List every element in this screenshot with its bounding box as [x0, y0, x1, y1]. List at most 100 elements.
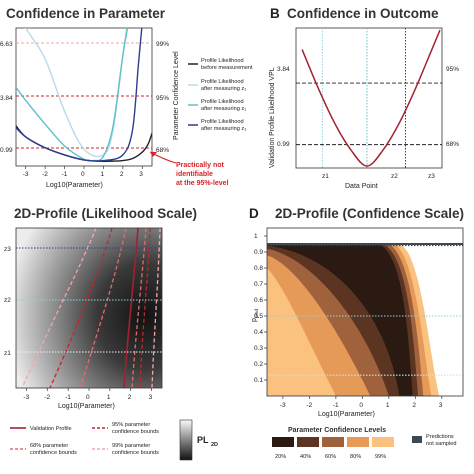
legend-not-sampled-swatch [412, 436, 422, 443]
validation-profile-line [301, 29, 441, 167]
d-ytick-label-7: 0.8 [254, 265, 263, 272]
panel-d-ylabel-sub: pred [254, 308, 259, 318]
colorbar-label: PL [197, 435, 209, 445]
xtick-label-0: -3 [23, 171, 29, 178]
panel-b: B Confidence in Outcome 3.84 0.99 95% 68… [269, 6, 459, 190]
legend-swatch-99 [372, 437, 394, 447]
legend-label-60: 60% [325, 454, 336, 460]
d-ytick-label-9: 1 [254, 233, 258, 240]
panel-a-rtick-68: 68% [156, 147, 169, 154]
99-bound-inner [151, 228, 161, 388]
legend-z1-l1: Profile Likelihood [201, 99, 244, 105]
panel-d-frame [266, 227, 464, 397]
legend-swatch-40 [297, 437, 319, 447]
panel-b-thresholds [296, 28, 442, 168]
95-bound-outer [49, 228, 113, 388]
legend-swatch-60 [322, 437, 344, 447]
legend-68-l1: 68% parameter [30, 443, 68, 449]
annotation-line-2: identifiable [176, 171, 213, 178]
annotation-line-3: at the 95%-level [176, 180, 229, 187]
c-xtick-label-3: 0 [86, 394, 90, 401]
legend-label-99: 99% [375, 454, 386, 460]
legend-before-l2: before measurement [201, 65, 253, 71]
panel-d-areas [267, 228, 463, 396]
xtick-label-3: 0 [81, 171, 85, 178]
c-xtick-label-1: -2 [44, 394, 50, 401]
panel-a-xlabel: Log10(Parameter) [46, 182, 103, 189]
legend-z3-l2: after measuring z₃ [201, 126, 247, 132]
legend-95-l1: 95% parameter [112, 422, 150, 428]
legend-label-80: 80% [350, 454, 361, 460]
legend-z1-l2: after measuring z₁ [201, 106, 246, 112]
panel-a-ytick-6.63: 6.63 [0, 41, 13, 48]
d-ytick-label-0: 0.1 [254, 377, 263, 384]
legend-not-sampled-l1: Predictions [426, 434, 454, 440]
68-bound-outer [79, 228, 127, 388]
legend-99-l2: confidence bounds [112, 450, 159, 456]
legend-label-40: 40% [300, 454, 311, 460]
panel-b-ylabel: Validation Profile Likelihood VPL [269, 67, 276, 168]
legend-swatch-20 [272, 437, 294, 447]
panel-d: D 2D-Profile (Confidence Scale) 0.1 0.2 0.… [249, 206, 464, 460]
panel-c-ytick-z3: z3 [4, 246, 11, 253]
legend-d-title: Parameter Confidence Levels [288, 427, 386, 434]
legend-not-sampled-l2: not sampled [426, 441, 456, 447]
d-ytick-label-8: 0.9 [254, 249, 263, 256]
panel-a-rtick-95: 95% [156, 95, 169, 102]
colorbar-label-sub: 2D [211, 442, 218, 448]
legend-vp: Validation Profile [30, 426, 72, 432]
d-xtick-label-4: 1 [386, 402, 390, 409]
panel-d-ylabel: p [251, 318, 258, 322]
d-ytick-label-5: 0.6 [254, 297, 263, 304]
panel-a: Confidence in Parameter -3 -2 -1 0 1 2 3 6.63 … [0, 6, 253, 189]
d-ytick-label-6: 0.7 [254, 281, 263, 288]
panel-d-xticks: -3 -2 -1 0 1 2 3 [280, 396, 443, 409]
series-line-1 [24, 28, 128, 158]
panel-c-ytick-z2: z2 [4, 297, 11, 304]
99-bound-outer [21, 228, 97, 388]
d-xtick-label-0: -3 [280, 402, 286, 409]
d-xtick-label-1: -2 [306, 402, 312, 409]
panel-a-title: Confidence in Parameter [6, 6, 166, 21]
d-ytick-label-1: 0.2 [254, 361, 263, 368]
panel-a-curves [16, 28, 152, 163]
panel-b-xlabel: Data Point [345, 183, 378, 190]
validation-profile-curve [123, 228, 139, 388]
panel-d-xlabel: Log10(Parameter) [318, 411, 375, 418]
xtick-label-6: 3 [139, 171, 143, 178]
panel-a-ytick-3.84: 3.84 [0, 95, 13, 102]
legend-68-l2: confidence bounds [30, 450, 77, 456]
panel-c-legend: Validation Profile 68% parameter confide… [10, 419, 218, 461]
panel-b-frame [295, 27, 443, 169]
panel-a-ytick-0.99: 0.99 [0, 147, 13, 154]
d-xtick-label-6: 3 [439, 402, 443, 409]
panel-b-rtick-95: 95% [446, 66, 459, 73]
panel-b-rtick-68: 68% [446, 141, 459, 148]
panel-b-xtick-z3: z3 [428, 173, 435, 180]
annotation-line-1: Practically not [176, 162, 225, 169]
legend-before-l1: Profile Likelihood [201, 58, 244, 64]
legend-z2-l2: after measuring z₂ [201, 86, 246, 92]
xtick-label-4: 1 [100, 171, 104, 178]
colorbar [179, 419, 193, 461]
panel-a-frame [15, 27, 153, 167]
panel-c-overlays [16, 228, 162, 388]
panel-c-ytick-z1: z1 [4, 350, 11, 357]
panel-c-heatmap [16, 228, 162, 388]
d-xtick-label-2: -1 [333, 402, 339, 409]
series-line-3 [16, 28, 143, 162]
top-strip [267, 228, 463, 244]
panel-a-ticks: -3 -2 -1 0 1 2 3 [23, 166, 143, 178]
panel-d-letter: D [249, 206, 259, 221]
panel-b-xtick-z2: z2 [391, 173, 398, 180]
panel-d-title: 2D-Profile (Confidence Scale) [275, 206, 464, 221]
panel-d-legend: Parameter Confidence Levels 20% 40% 60% 80%… [272, 427, 456, 460]
legend-z3-l1: Profile Likelihood [201, 119, 244, 125]
xtick-label-2: -1 [62, 171, 68, 178]
panel-b-curve [301, 29, 441, 167]
c-xtick-label-0: -3 [23, 394, 29, 401]
panel-c-xticks: -3 -2 -1 0 1 2 3 [23, 388, 153, 401]
panel-b-ytick-3.84: 3.84 [277, 66, 290, 73]
d-ytick-label-3: 0.4 [254, 329, 263, 336]
